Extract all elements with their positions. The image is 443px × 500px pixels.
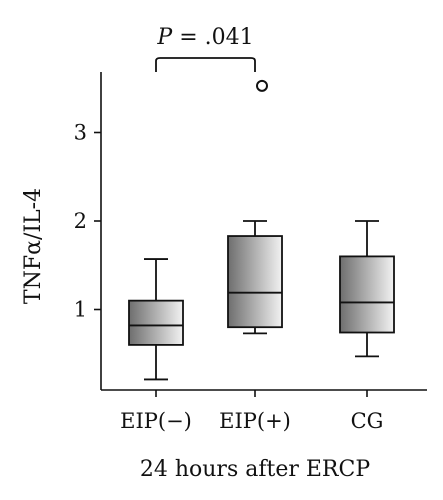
- box-1: [128, 258, 184, 381]
- axes: 1 2 3 EIP(−) EIP(+) CG: [74, 72, 427, 433]
- boxes: [128, 79, 395, 381]
- outlier-point: [256, 79, 268, 92]
- box-2: [227, 79, 283, 335]
- x-tick-label-3: CG: [351, 409, 384, 433]
- y-tick-label-1: 1: [74, 298, 87, 322]
- x-axis-label: 24 hours after ERCP: [140, 457, 370, 482]
- x-tick-label-2: EIP(+): [219, 409, 291, 433]
- box-3: [339, 220, 395, 358]
- y-tick-label-2: 2: [74, 209, 87, 233]
- x-tick-label-1: EIP(−): [120, 409, 192, 433]
- interquartile-box: [227, 235, 283, 329]
- y-tick-label-3: 3: [74, 121, 87, 145]
- p-value-label: P = .041: [156, 25, 253, 50]
- annotations: P = .041: [155, 25, 256, 72]
- interquartile-box: [339, 255, 395, 334]
- interquartile-box: [128, 299, 184, 346]
- y-axis-label: TNFα/IL-4: [21, 188, 46, 304]
- significance-bracket: [155, 57, 256, 72]
